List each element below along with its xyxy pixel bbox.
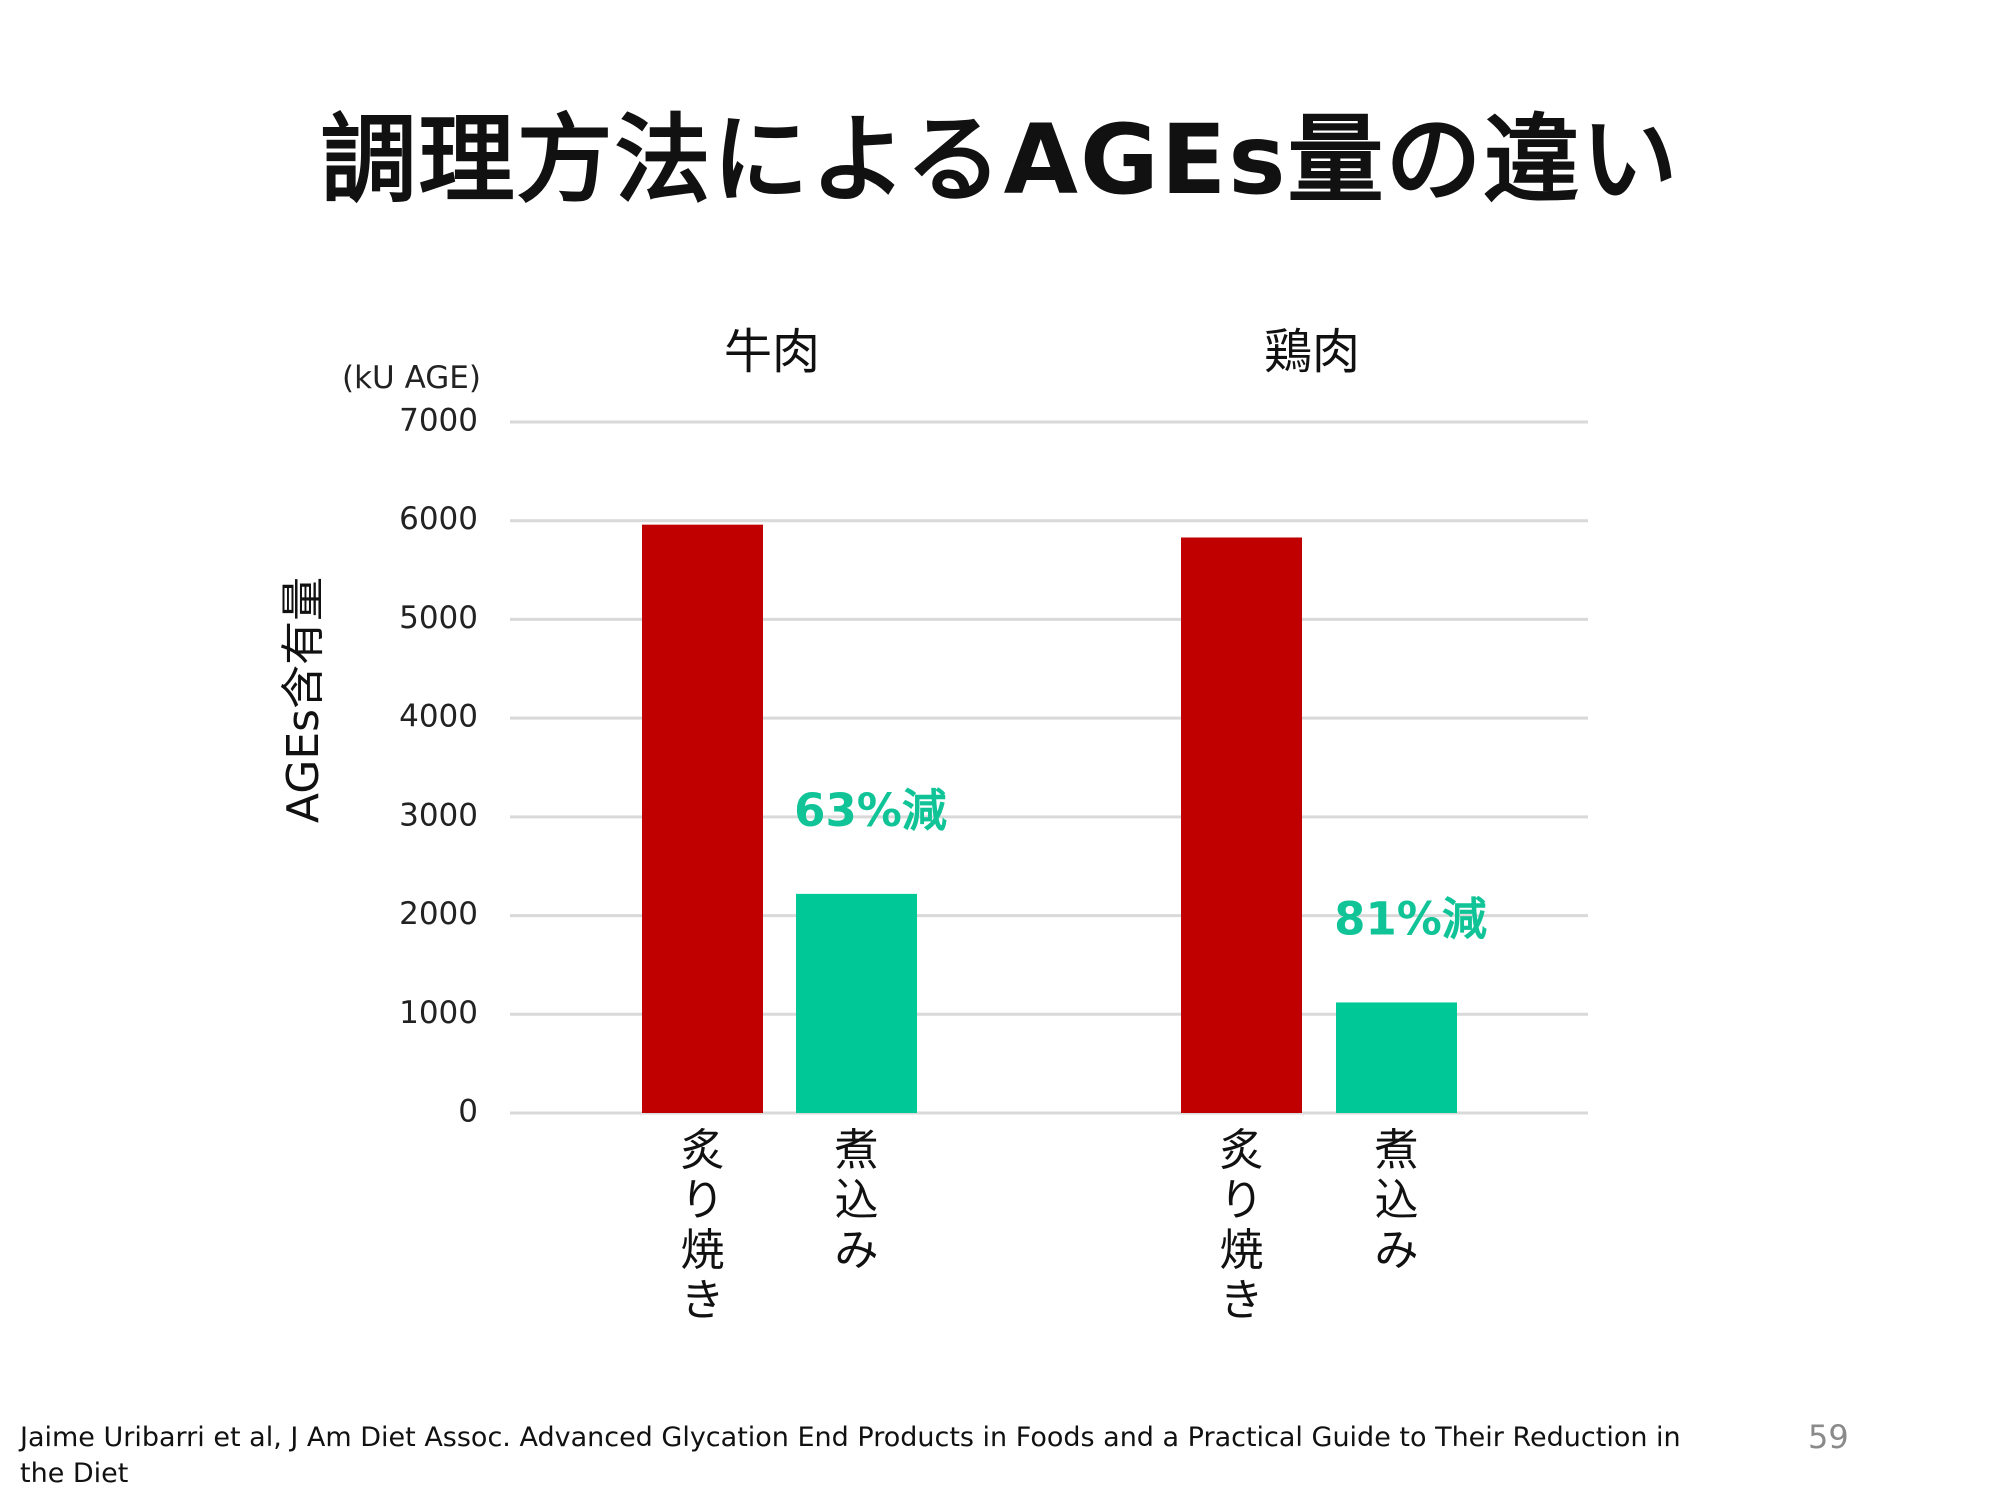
x-category-label: 煮込み bbox=[1375, 1125, 1419, 1276]
y-axis-title: AGEs含有量 bbox=[278, 577, 329, 823]
y-tick-label: 7000 bbox=[399, 403, 478, 439]
y-tick-label: 6000 bbox=[399, 501, 478, 537]
y-tick-label: 4000 bbox=[399, 699, 478, 735]
bar-grilled bbox=[642, 524, 763, 1113]
y-tick-label: 3000 bbox=[399, 797, 478, 833]
y-unit-label: (kU AGE) bbox=[342, 360, 481, 396]
y-tick-label: 0 bbox=[458, 1094, 478, 1130]
citation: Jaime Uribarri et al, J Am Diet Assoc. A… bbox=[20, 1422, 1681, 1489]
x-category-label: 炙り焼き bbox=[681, 1125, 725, 1326]
slide-title: 調理方法によるAGEs量の違い bbox=[320, 104, 1680, 216]
group-label: 牛肉 bbox=[724, 324, 820, 380]
reduction-annotation: 81%減 bbox=[1334, 892, 1487, 945]
y-tick-label: 1000 bbox=[399, 995, 478, 1031]
group-label: 鶏肉 bbox=[1264, 324, 1360, 380]
y-tick-label: 2000 bbox=[399, 896, 478, 932]
bar-simmered bbox=[1336, 1002, 1457, 1113]
x-category-label: 炙り焼き bbox=[1220, 1125, 1264, 1326]
x-category-label: 煮込み bbox=[835, 1125, 879, 1276]
reduction-annotation: 63%減 bbox=[794, 784, 947, 837]
bar-simmered bbox=[796, 893, 917, 1113]
page-number: 59 bbox=[1808, 1418, 1849, 1456]
bar-grilled bbox=[1181, 537, 1302, 1113]
y-tick-label: 5000 bbox=[399, 600, 478, 636]
ages-bar-chart: 0 1000 2000 3000 4000 5000 6000 7000 (kU AGE) AGE… bbox=[278, 324, 1588, 1326]
